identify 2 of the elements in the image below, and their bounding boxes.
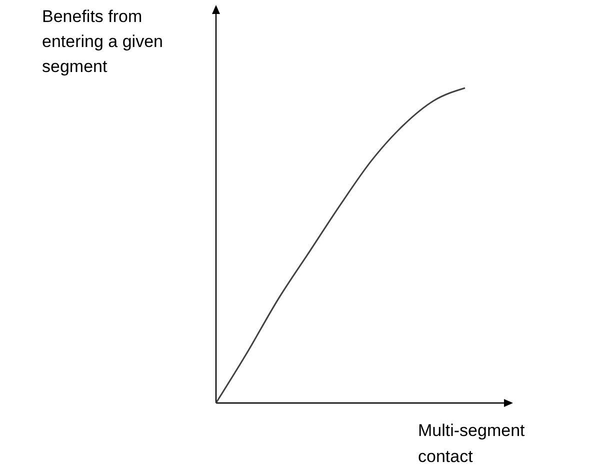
x-axis-title: Multi-segment contact <box>418 421 526 466</box>
y-axis-title: Benefits from entering a given segment <box>42 7 163 76</box>
